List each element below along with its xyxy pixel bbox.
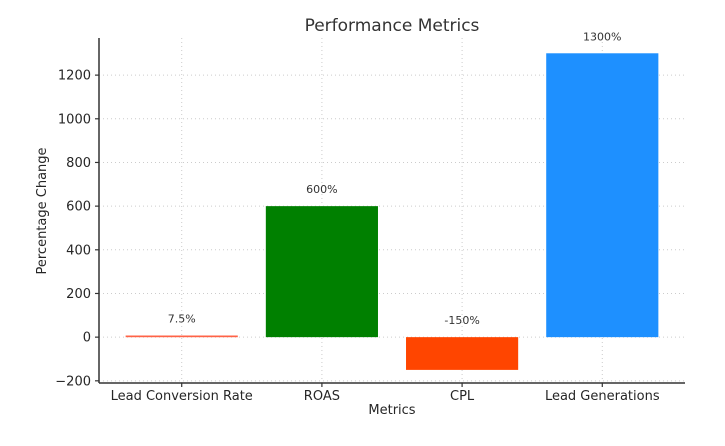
bar-cpl	[406, 337, 519, 370]
x-tick-label-lead-conversion-rate: Lead Conversion Rate	[111, 389, 253, 404]
value-label-roas: 600%	[306, 183, 337, 196]
axis-ticks	[95, 74, 603, 387]
y-tick-label: 400	[66, 243, 91, 258]
x-tick-label-lead-generations: Lead Generations	[545, 389, 660, 404]
y-tick-label: 0	[83, 331, 91, 346]
y-tick-label: 200	[66, 287, 91, 302]
x-tick-label-roas: ROAS	[304, 389, 340, 404]
bar-roas	[265, 206, 378, 338]
value-label-cpl: -150%	[444, 314, 479, 327]
y-tick-label: 800	[66, 156, 91, 171]
bar-lead-conversion-rate	[125, 335, 238, 338]
value-labels: 7.5% 600% -150% 1300%	[168, 30, 622, 327]
value-label-lead-generations: 1300%	[583, 30, 621, 43]
y-tick-label: 600	[66, 200, 91, 215]
value-label-lead-conversion-rate: 7.5%	[168, 313, 196, 326]
y-tick-label: 1000	[58, 112, 91, 127]
bar-lead-generations	[546, 53, 659, 338]
bars	[125, 53, 659, 370]
y-tick-label: −200	[55, 374, 91, 389]
axes-spines	[98, 38, 685, 384]
y-tick-label: 1200	[58, 69, 91, 84]
tick-labels: −200 0 200 400 600 800 1000 1200 Lead Conversion…	[55, 69, 660, 404]
x-axis-label: Metrics	[368, 403, 415, 418]
y-axis-label: Percentage Change	[35, 147, 50, 274]
x-tick-label-cpl: CPL	[450, 389, 475, 404]
chart-title: Performance Metrics	[305, 16, 480, 36]
